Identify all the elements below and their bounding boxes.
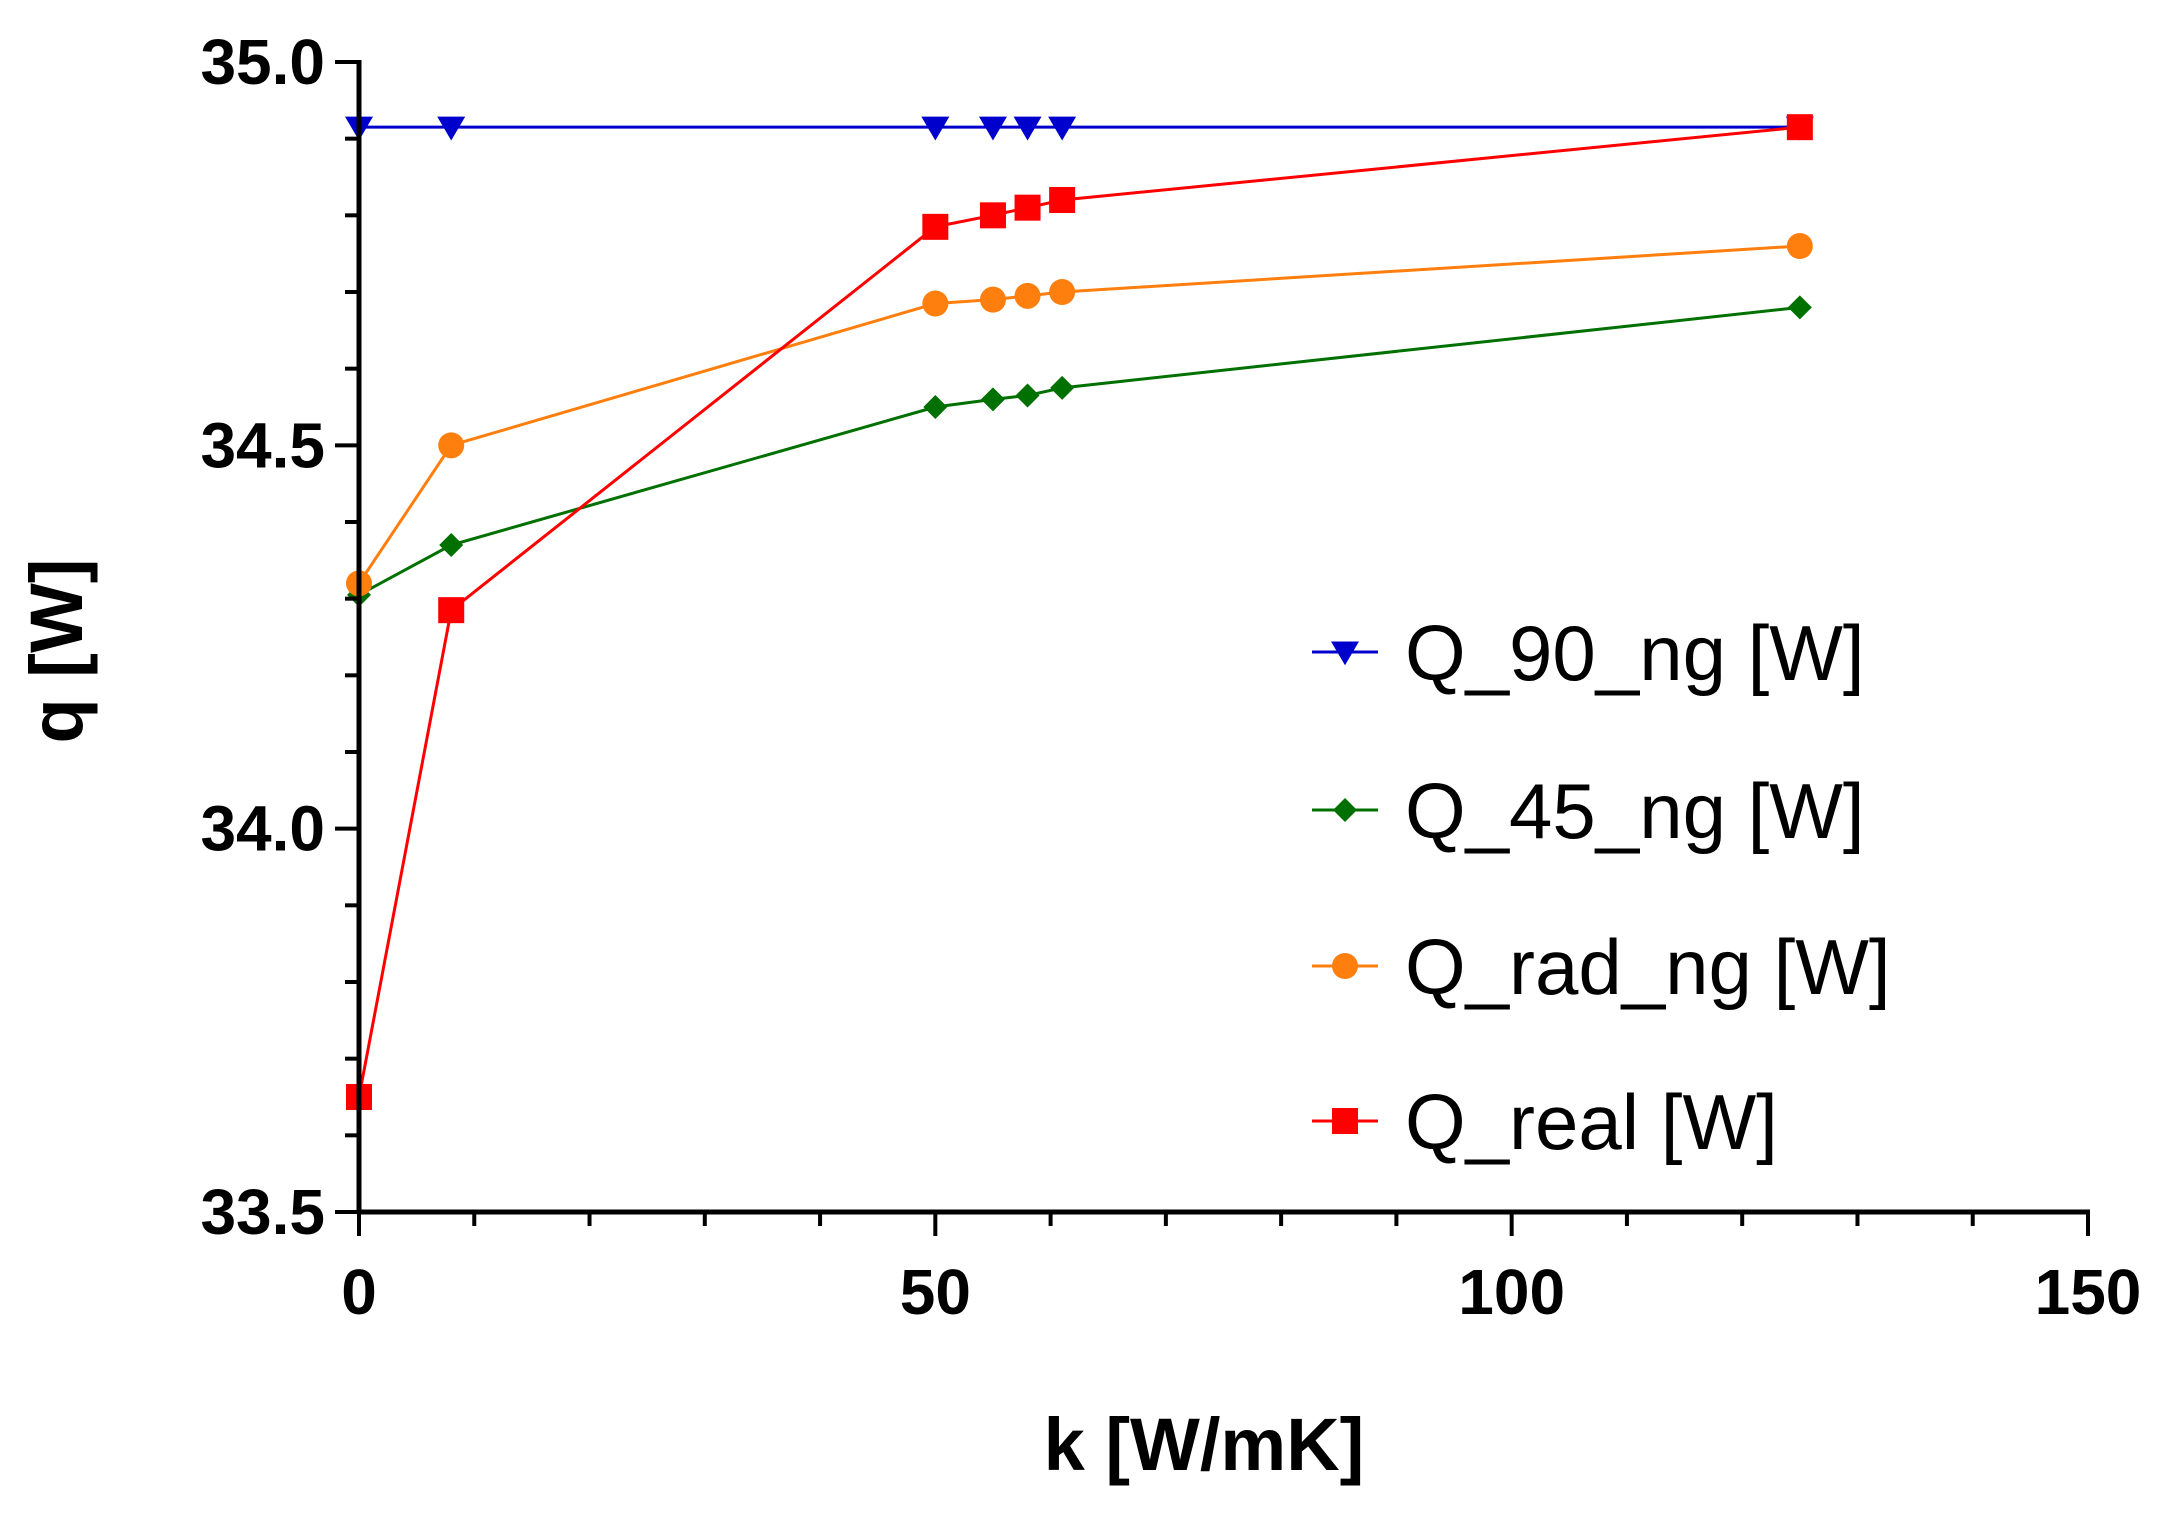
legend-marker-3 <box>1332 1108 1358 1134</box>
legend-marker-1 <box>1333 798 1357 822</box>
y-axis-title: q [W] <box>15 559 98 744</box>
series-1-point <box>1050 375 1075 400</box>
legend-label-2: Q_rad_ng [W] <box>1405 923 1891 1011</box>
x-tick-label: 0 <box>341 1256 377 1328</box>
series-3-point <box>438 597 465 624</box>
series-2-point <box>1786 233 1813 259</box>
x-tick-label: 150 <box>2035 1256 2142 1328</box>
series-3-point <box>1049 187 1076 213</box>
series-1-point <box>980 387 1005 412</box>
series-line-1 <box>358 305 1800 597</box>
series-3-point <box>979 202 1006 229</box>
series-0-point <box>921 116 950 141</box>
series-2-point <box>1014 282 1041 309</box>
series-3-point <box>1014 194 1041 221</box>
series-0-point <box>1048 116 1077 141</box>
legend-marker-0 <box>1331 641 1359 666</box>
series-2-point <box>438 432 465 459</box>
x-tick-label: 100 <box>1458 1256 1565 1328</box>
series-3-point <box>922 213 949 240</box>
y-tick-label: 34.0 <box>200 793 325 865</box>
legend-label-3: Q_real [W] <box>1405 1078 1778 1166</box>
series-1-point <box>923 395 948 419</box>
series-0-point <box>1013 116 1042 141</box>
series-1-point <box>1015 383 1040 408</box>
y-tick-label: 33.5 <box>200 1176 325 1248</box>
series-line-2 <box>357 244 1800 585</box>
legend-marker-2 <box>1332 953 1358 979</box>
series-2-point <box>922 290 949 317</box>
series-3-point <box>1786 114 1813 141</box>
y-tick-label: 35.0 <box>200 26 325 98</box>
y-tick-label: 34.5 <box>200 409 325 481</box>
series-2-point <box>979 286 1006 313</box>
legend-label-0: Q_90_ng [W] <box>1405 609 1865 697</box>
axes: 33.5 34.0 34.5 35.0 0 50 100 150 <box>200 26 2141 1328</box>
legend-label-1: Q_45_ng [W] <box>1405 767 1865 855</box>
series-1-point <box>439 533 464 557</box>
series-1-point <box>1787 295 1812 320</box>
x-tick-label: 50 <box>900 1256 971 1328</box>
series-0-point <box>978 116 1007 141</box>
x-axis-title: k [W/mK] <box>1044 1403 1365 1486</box>
legend: Q_90_ng [W] Q_45_ng [W] Q_rad_ng [W] Q_real… <box>1312 609 1891 1166</box>
series-2-point <box>1049 279 1076 305</box>
series-0-point <box>437 116 466 141</box>
plot-area <box>345 114 1814 1110</box>
